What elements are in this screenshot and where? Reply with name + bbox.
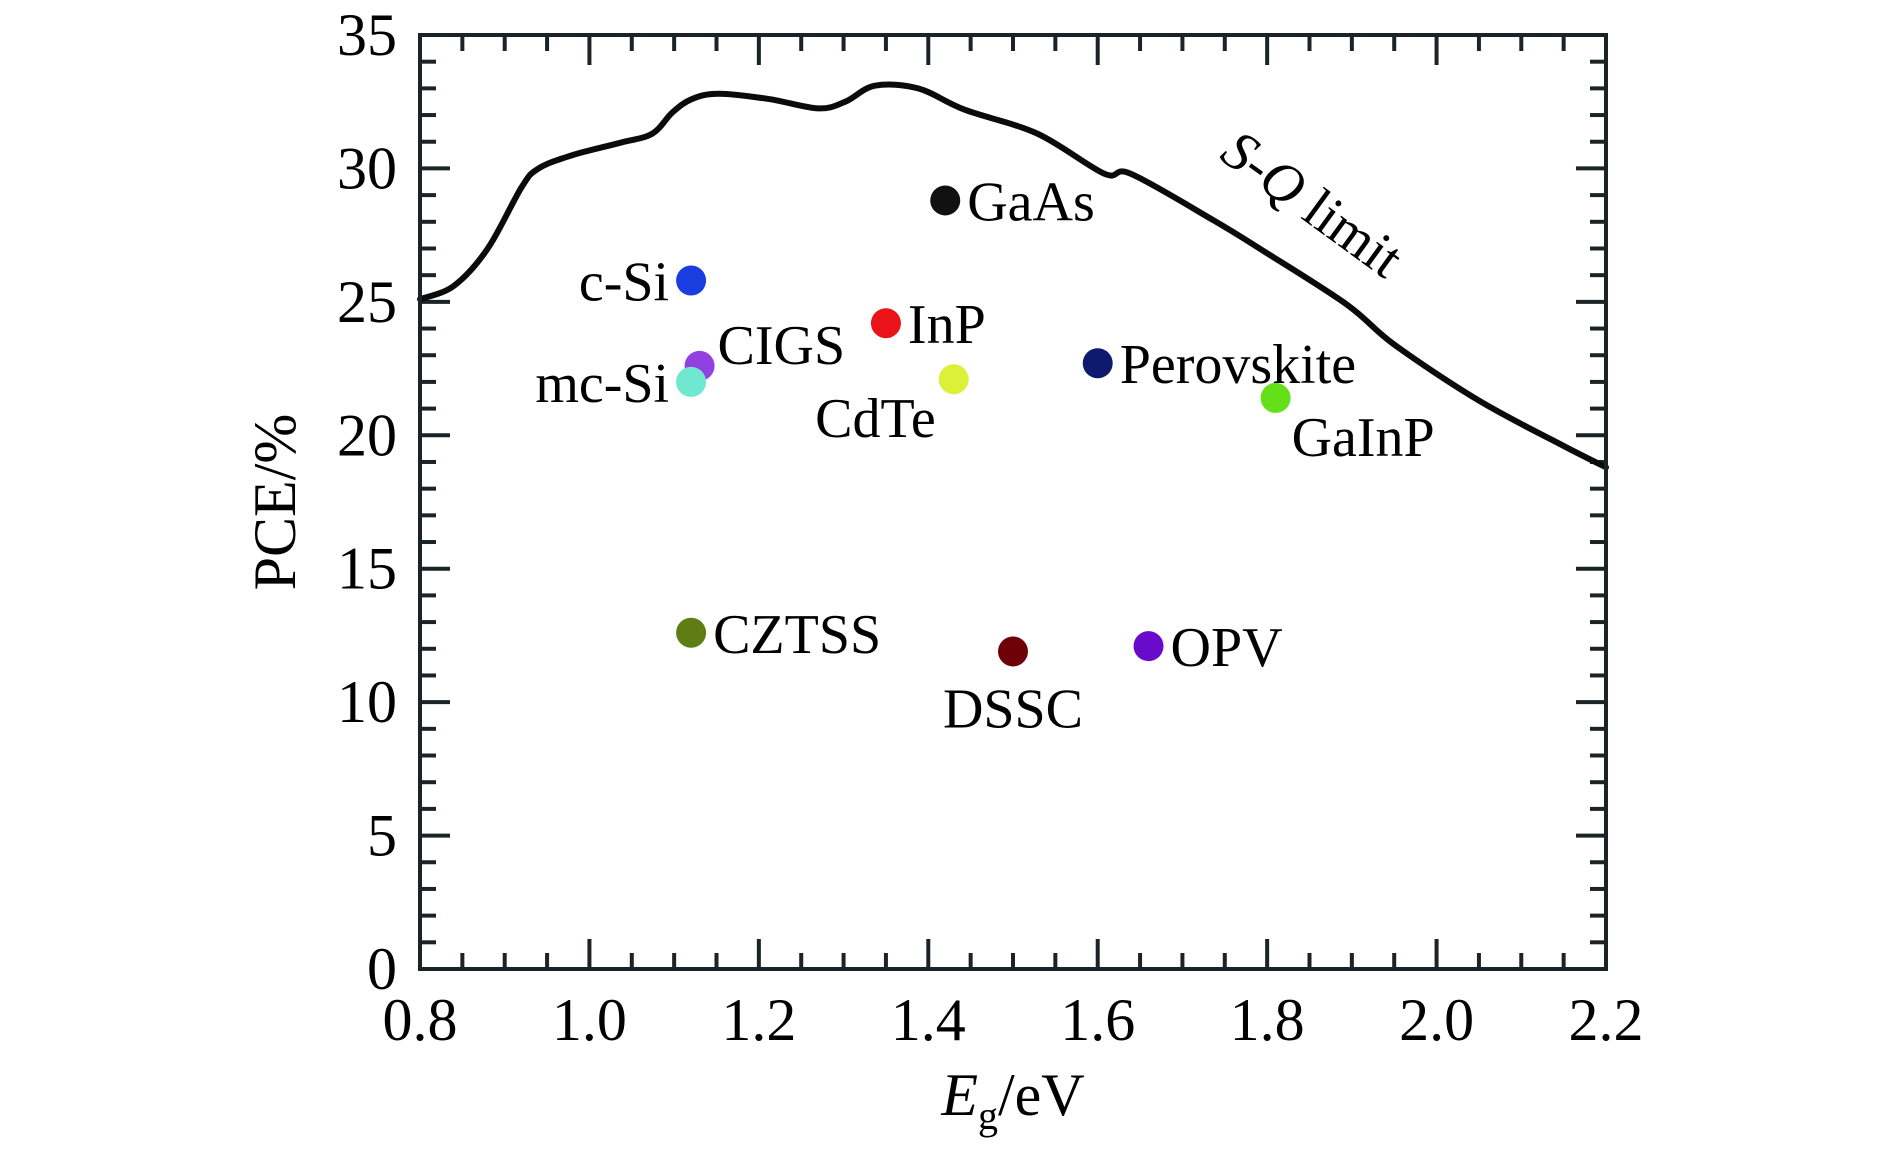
x-tick-label: 2.0 — [1399, 987, 1474, 1053]
x-axis-title-unit: /eV — [998, 1062, 1085, 1128]
point-gainp — [1260, 382, 1291, 413]
sq-limit-curve-group — [417, 81, 1609, 471]
axis-ticks — [420, 35, 1606, 969]
tick-labels: 0.8 1.0 1.2 1.4 1.6 1.8 2.0 2.2 0 5 10 15 20 25 30 35 — [337, 2, 1644, 1053]
x-tick-label: 1.6 — [1060, 987, 1135, 1053]
y-axis-title: PCE/% — [242, 414, 308, 591]
point-mc-si — [676, 366, 707, 397]
label-cztss: CZTSS — [713, 604, 881, 666]
label-cigs: CIGS — [718, 315, 846, 377]
label-gainp: GaInP — [1292, 407, 1435, 469]
y-tick-label: 25 — [337, 269, 397, 335]
point-perovskite — [1082, 348, 1113, 379]
y-tick-label: 30 — [337, 135, 397, 201]
label-cdte: CdTe — [815, 388, 936, 450]
x-axis-title-main: E — [940, 1062, 978, 1128]
scatter-points — [676, 185, 1291, 667]
point-inp — [870, 308, 901, 339]
plot-frame — [418, 33, 1608, 971]
y-tick-label: 35 — [337, 2, 397, 68]
label-mc-si: mc-Si — [535, 353, 669, 415]
label-perovskite: Perovskite — [1120, 334, 1356, 396]
point-c-si — [676, 265, 707, 296]
x-tick-label: 1.8 — [1230, 987, 1305, 1053]
x-tick-label: 0.8 — [383, 987, 458, 1053]
point-cztss — [676, 617, 707, 648]
y-tick-label: 10 — [337, 669, 397, 735]
x-tick-label: 1.4 — [891, 987, 966, 1053]
y-tick-label: 15 — [337, 536, 397, 602]
point-cdte — [938, 364, 969, 395]
y-tick-label: 0 — [367, 936, 397, 1002]
x-tick-label: 1.2 — [721, 987, 796, 1053]
point-labels: GaAs c-Si InP CIGS mc-Si CdTe Perovskite GaInP C… — [535, 171, 1434, 740]
point-opv — [1133, 631, 1164, 662]
label-gaas: GaAs — [967, 171, 1095, 233]
sq-limit-label: S-Q limit — [1210, 118, 1414, 290]
label-c-si: c-Si — [579, 252, 669, 314]
x-tick-label: 2.2 — [1569, 987, 1644, 1053]
x-axis-title: Eg/eV — [940, 1062, 1084, 1138]
x-tick-label: 1.0 — [552, 987, 627, 1053]
sq-limit-curve — [417, 81, 1609, 471]
point-dssc — [998, 636, 1028, 667]
label-inp: InP — [908, 294, 986, 356]
label-opv: OPV — [1171, 617, 1283, 679]
y-tick-label: 20 — [337, 402, 397, 468]
y-tick-label: 5 — [367, 803, 397, 869]
x-axis-title-sub: g — [978, 1093, 998, 1138]
point-gaas — [930, 185, 961, 216]
label-dssc: DSSC — [943, 678, 1083, 740]
